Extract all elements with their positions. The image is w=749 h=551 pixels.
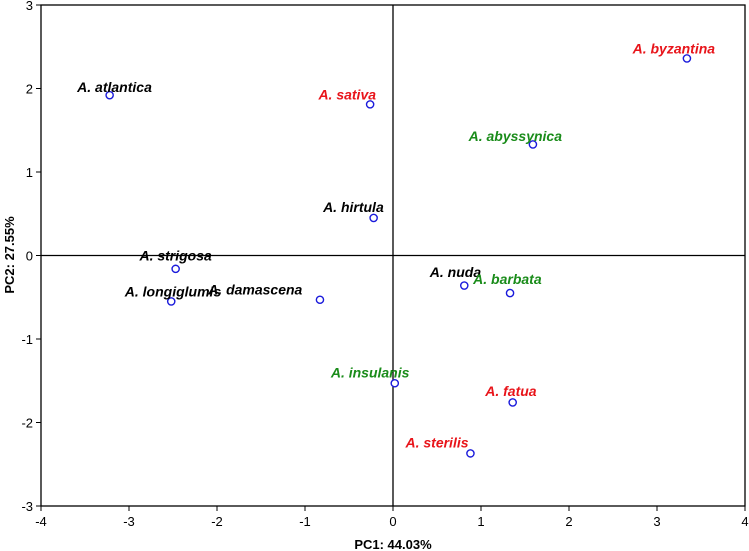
point-label: A. byzantina	[632, 40, 716, 56]
point-label: A. longiglumis	[124, 283, 222, 299]
y-tick-label: 2	[26, 82, 33, 97]
data-point	[459, 281, 469, 290]
y-tick-label: 3	[26, 0, 33, 13]
point-label: A. atlantica	[76, 79, 152, 95]
y-tick-label: -3	[21, 499, 33, 514]
x-tick-label: -1	[299, 514, 311, 529]
point-label: A. sterilis	[404, 435, 468, 451]
point-label: A. insulanis	[330, 364, 410, 380]
y-tick-label: 0	[26, 249, 33, 264]
data-point	[171, 264, 180, 274]
point-label: A. damascena	[207, 282, 302, 298]
point-label: A. abyssynica	[468, 128, 563, 144]
y-axis-title: PC2: 27.55%	[2, 216, 17, 294]
data-point	[390, 378, 400, 388]
x-tick-label: -2	[211, 514, 223, 529]
data-point	[508, 398, 517, 407]
point-label: A. strigosa	[138, 248, 212, 264]
data-point	[528, 140, 538, 149]
point-label: A. nuda	[429, 264, 482, 280]
y-tick-label: -2	[21, 416, 33, 431]
x-axis-title: PC1: 44.03%	[354, 537, 432, 551]
point-label: A. hirtula	[322, 199, 384, 215]
data-point	[166, 297, 176, 306]
data-point	[466, 449, 475, 458]
x-tick-label: 0	[389, 514, 396, 529]
point-label: A. fatua	[484, 383, 537, 399]
data-point	[365, 100, 375, 109]
x-tick-label: -3	[123, 514, 135, 529]
x-tick-label: 4	[741, 514, 748, 529]
x-tick-label: 1	[477, 514, 484, 529]
data-point	[315, 295, 325, 305]
x-tick-label: -4	[35, 514, 47, 529]
x-tick-label: 2	[565, 514, 572, 529]
y-tick-label: -1	[21, 332, 33, 347]
data-point	[505, 288, 515, 298]
point-label: A. barbata	[472, 271, 542, 287]
data-point	[682, 54, 692, 63]
data-point	[369, 213, 378, 223]
y-tick-label: 1	[26, 165, 33, 180]
points-layer	[105, 54, 692, 458]
point-label: A. sativa	[317, 86, 376, 102]
x-tick-label: 3	[653, 514, 660, 529]
data-point	[105, 90, 114, 100]
